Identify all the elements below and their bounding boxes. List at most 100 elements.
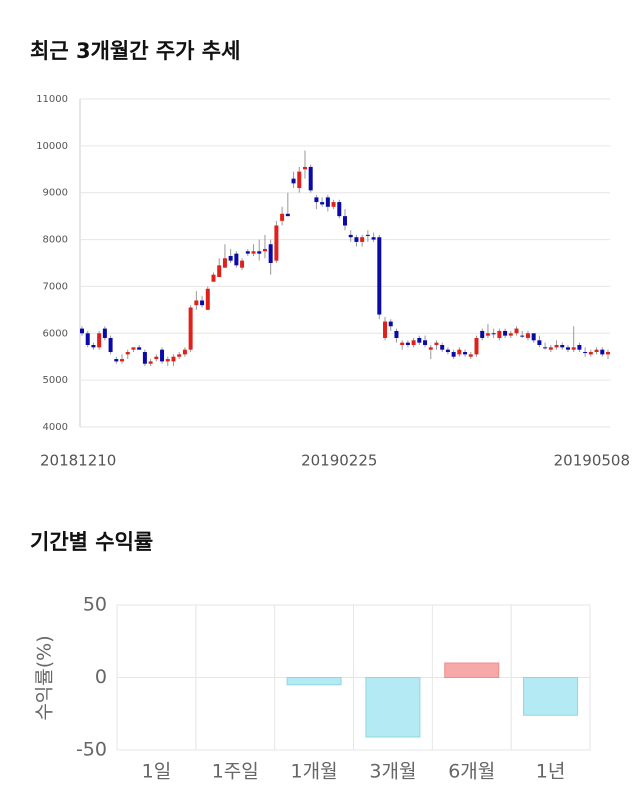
candle-body bbox=[114, 359, 119, 362]
x-tick-label: 20181210 bbox=[40, 452, 116, 470]
y-tick-label: 11000 bbox=[36, 94, 68, 105]
candle-body bbox=[251, 251, 256, 254]
candle-body bbox=[388, 321, 393, 327]
candle-body bbox=[80, 328, 84, 334]
candle-body bbox=[577, 345, 582, 350]
candle-body bbox=[383, 321, 388, 338]
candle-body bbox=[211, 274, 216, 282]
candle-body bbox=[308, 166, 313, 191]
candle-body bbox=[320, 202, 325, 205]
x-tick-label: 1개월 bbox=[291, 761, 338, 783]
candle-body bbox=[280, 213, 285, 221]
candle-body bbox=[525, 333, 530, 338]
candle-body bbox=[222, 258, 227, 268]
y-tick-label: 8000 bbox=[43, 235, 68, 246]
chart-title: 최근 3개월간 주가 추세 bbox=[30, 39, 240, 63]
candle-body bbox=[440, 345, 445, 350]
x-tick-label: 6개월 bbox=[448, 761, 495, 783]
candle-body bbox=[508, 333, 513, 336]
candle-body bbox=[142, 352, 147, 364]
y-tick-label: 7000 bbox=[43, 281, 68, 292]
x-tick-label: 20190508 bbox=[554, 452, 630, 470]
candle-body bbox=[600, 349, 605, 355]
candle-body bbox=[474, 337, 479, 355]
candle-body bbox=[520, 335, 525, 337]
candle-body bbox=[97, 333, 102, 348]
candle-body bbox=[497, 330, 502, 338]
candle-body bbox=[537, 340, 542, 345]
candle-body bbox=[102, 328, 107, 338]
candle-body bbox=[177, 354, 182, 357]
candle-body bbox=[171, 356, 176, 362]
candle-body bbox=[457, 349, 462, 355]
candle-body bbox=[445, 349, 450, 353]
candle-body bbox=[606, 352, 610, 355]
candle-body bbox=[428, 347, 433, 350]
candle-body bbox=[371, 237, 376, 240]
candle-body bbox=[268, 244, 273, 263]
candle-body bbox=[262, 248, 267, 252]
bar bbox=[365, 677, 421, 738]
x-tick-label: 20190225 bbox=[301, 452, 377, 470]
candle-body bbox=[468, 354, 473, 357]
bar bbox=[286, 677, 342, 686]
candle-body bbox=[297, 171, 302, 189]
candle-body bbox=[188, 307, 193, 350]
candle-body bbox=[200, 300, 205, 306]
candle-body bbox=[85, 333, 90, 345]
candle-body bbox=[217, 265, 222, 278]
candle-body bbox=[302, 166, 307, 170]
candle-body bbox=[194, 300, 199, 306]
candle-body bbox=[154, 356, 159, 360]
candle-body bbox=[354, 237, 359, 242]
x-tick-label: 1일 bbox=[142, 761, 172, 783]
y-axis-label: 수익률(%) bbox=[34, 635, 56, 720]
y-tick-label: 4000 bbox=[43, 422, 68, 433]
bar bbox=[444, 662, 500, 678]
candle-body bbox=[337, 202, 342, 217]
candle-body bbox=[325, 197, 330, 207]
candle-body bbox=[417, 337, 422, 343]
candle-body bbox=[411, 340, 416, 345]
candle-body bbox=[137, 347, 142, 350]
candle-body bbox=[423, 340, 428, 345]
candle-body bbox=[314, 197, 319, 203]
candle-body bbox=[228, 255, 233, 261]
candle-body bbox=[165, 359, 170, 362]
bar bbox=[523, 677, 579, 716]
candle-body bbox=[365, 234, 370, 236]
candle-body bbox=[182, 349, 187, 355]
candle-body bbox=[405, 342, 410, 345]
y-tick-label: 9000 bbox=[43, 188, 68, 199]
candle-body bbox=[463, 352, 468, 355]
candle-body bbox=[434, 342, 439, 345]
y-tick-label: 5000 bbox=[43, 375, 68, 386]
candle-body bbox=[331, 202, 336, 207]
candle-body bbox=[394, 330, 399, 338]
candle-body bbox=[594, 349, 599, 353]
candle-body bbox=[257, 251, 262, 254]
candle-body bbox=[348, 234, 353, 238]
candle-body bbox=[565, 347, 570, 350]
y-tick-label: 50 bbox=[83, 594, 107, 616]
candle-body bbox=[343, 216, 347, 226]
y-tick-label: 0 bbox=[95, 666, 107, 688]
y-tick-label: -50 bbox=[76, 739, 107, 761]
candle-body bbox=[245, 251, 250, 254]
candle-body bbox=[125, 352, 130, 355]
candle-body bbox=[503, 330, 508, 336]
candle-body bbox=[543, 347, 548, 349]
candle-body bbox=[571, 347, 576, 350]
candle-body bbox=[531, 333, 536, 341]
candle-body bbox=[205, 288, 210, 310]
candle-body bbox=[148, 361, 153, 364]
candle-body bbox=[131, 347, 136, 350]
candle-body bbox=[240, 260, 245, 268]
candle-body bbox=[451, 352, 456, 357]
candle-body bbox=[583, 352, 588, 354]
candle-body bbox=[514, 328, 519, 334]
x-tick-label: 3개월 bbox=[369, 761, 416, 783]
chart-title: 기간별 수익률 bbox=[30, 530, 153, 554]
candle-body bbox=[480, 330, 485, 338]
